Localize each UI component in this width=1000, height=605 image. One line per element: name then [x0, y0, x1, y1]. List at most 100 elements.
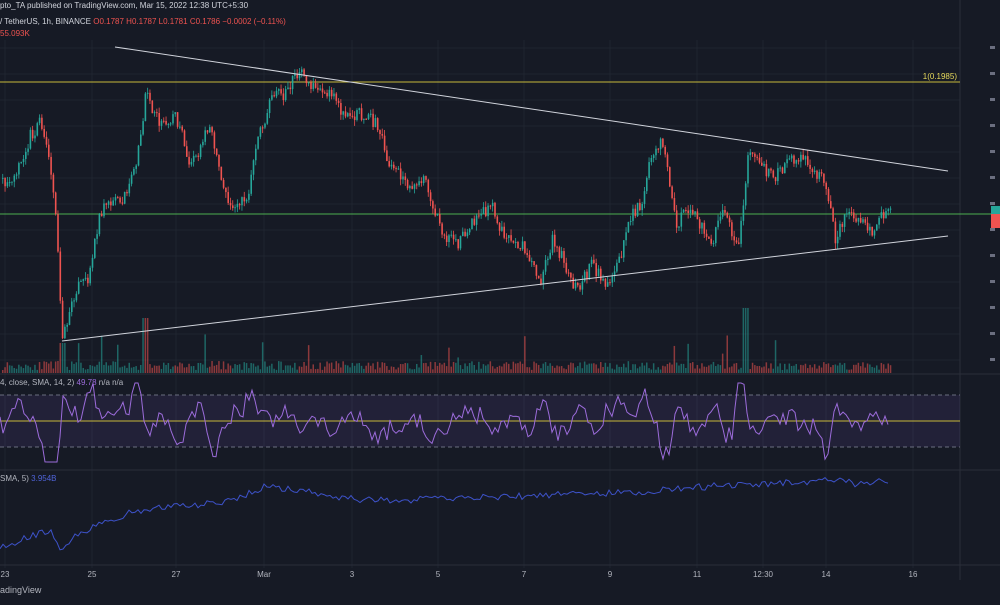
candle-body [123, 191, 126, 204]
candle-body [590, 259, 593, 264]
volume-bar [464, 363, 466, 373]
symbol-line: / TetherUS, 1h, BINANCE O0.1787 H0.1787 … [0, 17, 286, 26]
candle-body [195, 155, 197, 157]
volume-bar [809, 364, 811, 373]
volume-bar [827, 363, 830, 373]
candle-body [43, 128, 45, 137]
volume-bar [275, 369, 278, 373]
candle-body [613, 271, 616, 277]
volume-bar [376, 361, 379, 373]
price-tag-red [991, 214, 1000, 228]
candle-body [666, 154, 669, 168]
candle-body [719, 216, 722, 221]
candle-body [167, 124, 170, 126]
volume-bar [772, 368, 774, 373]
candle-body [105, 203, 108, 205]
volume-bar [179, 362, 181, 373]
volume-bar [770, 363, 772, 373]
volume-bar [307, 345, 310, 373]
volume-bar [234, 364, 236, 373]
candle-body [96, 234, 98, 239]
candle-body [646, 177, 648, 192]
volume-bar [517, 363, 519, 373]
volume-bar [671, 364, 673, 373]
volume-bar [689, 363, 692, 373]
candle-body [312, 83, 315, 90]
volume-bar [151, 367, 153, 373]
volume-bar [496, 366, 498, 373]
volume-bar [880, 362, 883, 373]
volume-bar [754, 365, 756, 373]
candle-body [353, 116, 356, 120]
candle-body [305, 75, 308, 84]
volume-bar [84, 369, 87, 373]
volume-bar [402, 364, 404, 373]
price-tick-stub [990, 202, 995, 205]
volume-bar [669, 362, 671, 373]
volume-bar [882, 364, 885, 373]
volume-bar [413, 369, 416, 373]
candle-body [632, 208, 634, 221]
volume-bar [130, 367, 133, 373]
candle-body [307, 82, 310, 84]
price-tick-stub [990, 46, 995, 49]
indicator-legend[interactable]: SMA, 5) 3.954B [0, 474, 57, 483]
candle-body [726, 212, 729, 218]
volume-bar [390, 366, 393, 373]
candle-body [220, 166, 223, 180]
volume-bar [89, 365, 91, 373]
volume-bar [356, 363, 358, 373]
volume-bar [388, 369, 390, 373]
volume-bar [862, 362, 864, 373]
volume-bar [160, 368, 163, 373]
candle-body [489, 205, 492, 207]
volume-bar [816, 368, 818, 373]
candle-body [570, 272, 572, 278]
volume-readout: 55.093K [0, 29, 30, 38]
volume-bar [144, 318, 147, 373]
candle-body [758, 157, 761, 163]
candle-body [689, 209, 692, 213]
volume-bar [146, 318, 149, 373]
volume-bar [820, 367, 823, 373]
volume-bar [370, 365, 372, 373]
candle-body [641, 203, 643, 211]
volume-bar [213, 365, 216, 373]
volume-bar [289, 365, 291, 373]
candle-body [376, 118, 379, 131]
volume-bar [4, 367, 6, 373]
volume-bar [321, 369, 324, 373]
volume-bar [698, 368, 701, 373]
volume-bar [710, 364, 712, 373]
volume-bar [94, 366, 96, 373]
candle-body [800, 154, 802, 162]
volume-bar [662, 365, 664, 373]
tradingview-brand[interactable]: adingView [0, 585, 41, 595]
candle-body [211, 127, 213, 133]
candle-body [137, 145, 140, 166]
volume-bar [20, 366, 22, 373]
candle-body [34, 135, 36, 139]
candle-body [581, 281, 584, 290]
candle-body [404, 176, 407, 180]
volume-bar [784, 363, 786, 373]
volume-bar [158, 365, 160, 373]
price-tick-stub [990, 280, 995, 283]
volume-bar [296, 369, 298, 373]
volume-bar [765, 362, 768, 373]
candle-body [386, 150, 388, 162]
candle-body [560, 251, 563, 258]
volume-bar [156, 365, 158, 373]
candle-body [680, 212, 683, 227]
candle-body [600, 268, 602, 281]
volume-bar [498, 365, 501, 373]
rsi-legend[interactable]: 4, close, SMA, 14, 2) 49.78 n/a n/a [0, 378, 123, 387]
volume-bar [163, 362, 165, 373]
candle-body [135, 165, 137, 169]
volume-bar [98, 361, 101, 373]
volume-bar [250, 363, 252, 373]
volume-bar [692, 362, 694, 373]
candle-body [52, 174, 55, 193]
